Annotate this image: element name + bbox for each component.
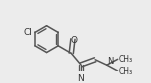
Text: CH₃: CH₃	[119, 55, 133, 64]
Text: Cl: Cl	[24, 28, 32, 37]
Text: N: N	[78, 74, 84, 83]
Text: O: O	[70, 36, 77, 45]
Text: CH₃: CH₃	[119, 67, 133, 76]
Text: N: N	[108, 57, 114, 66]
